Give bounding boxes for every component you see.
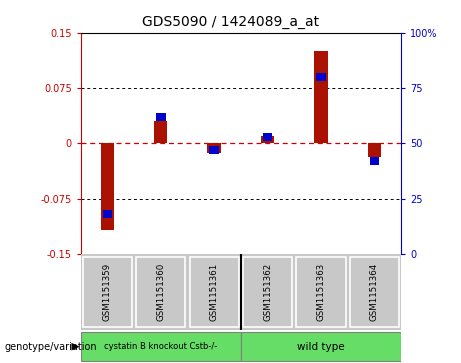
Bar (100, 143, 114, 231)
Bar (368, 143, 381, 157)
Bar (296, 257, 346, 327)
Text: wild type: wild type (297, 342, 345, 352)
Bar (370, 157, 379, 165)
Text: GSM1151359: GSM1151359 (103, 263, 112, 321)
Bar (243, 257, 292, 327)
Text: GSM1151364: GSM1151364 (370, 263, 379, 321)
Bar (261, 136, 274, 143)
Bar (314, 51, 328, 143)
Polygon shape (71, 343, 80, 351)
Bar (81, 332, 241, 362)
Bar (102, 211, 112, 218)
Text: cystatin B knockout Cstb-/-: cystatin B knockout Cstb-/- (104, 342, 218, 351)
Bar (154, 121, 167, 143)
Text: GDS5090 / 1424089_a_at: GDS5090 / 1424089_a_at (142, 15, 319, 29)
Text: GSM1151360: GSM1151360 (156, 263, 165, 321)
Bar (350, 257, 399, 327)
Text: genotype/variation: genotype/variation (5, 342, 97, 352)
Text: GSM1151363: GSM1151363 (316, 263, 325, 321)
Text: GSM1151361: GSM1151361 (210, 263, 219, 321)
Bar (83, 257, 132, 327)
Bar (189, 257, 239, 327)
Bar (316, 73, 326, 81)
Bar (156, 113, 165, 121)
Bar (136, 257, 185, 327)
Bar (241, 332, 401, 362)
Text: GSM1151362: GSM1151362 (263, 263, 272, 321)
Bar (263, 133, 272, 140)
Bar (209, 146, 219, 154)
Bar (207, 143, 221, 153)
